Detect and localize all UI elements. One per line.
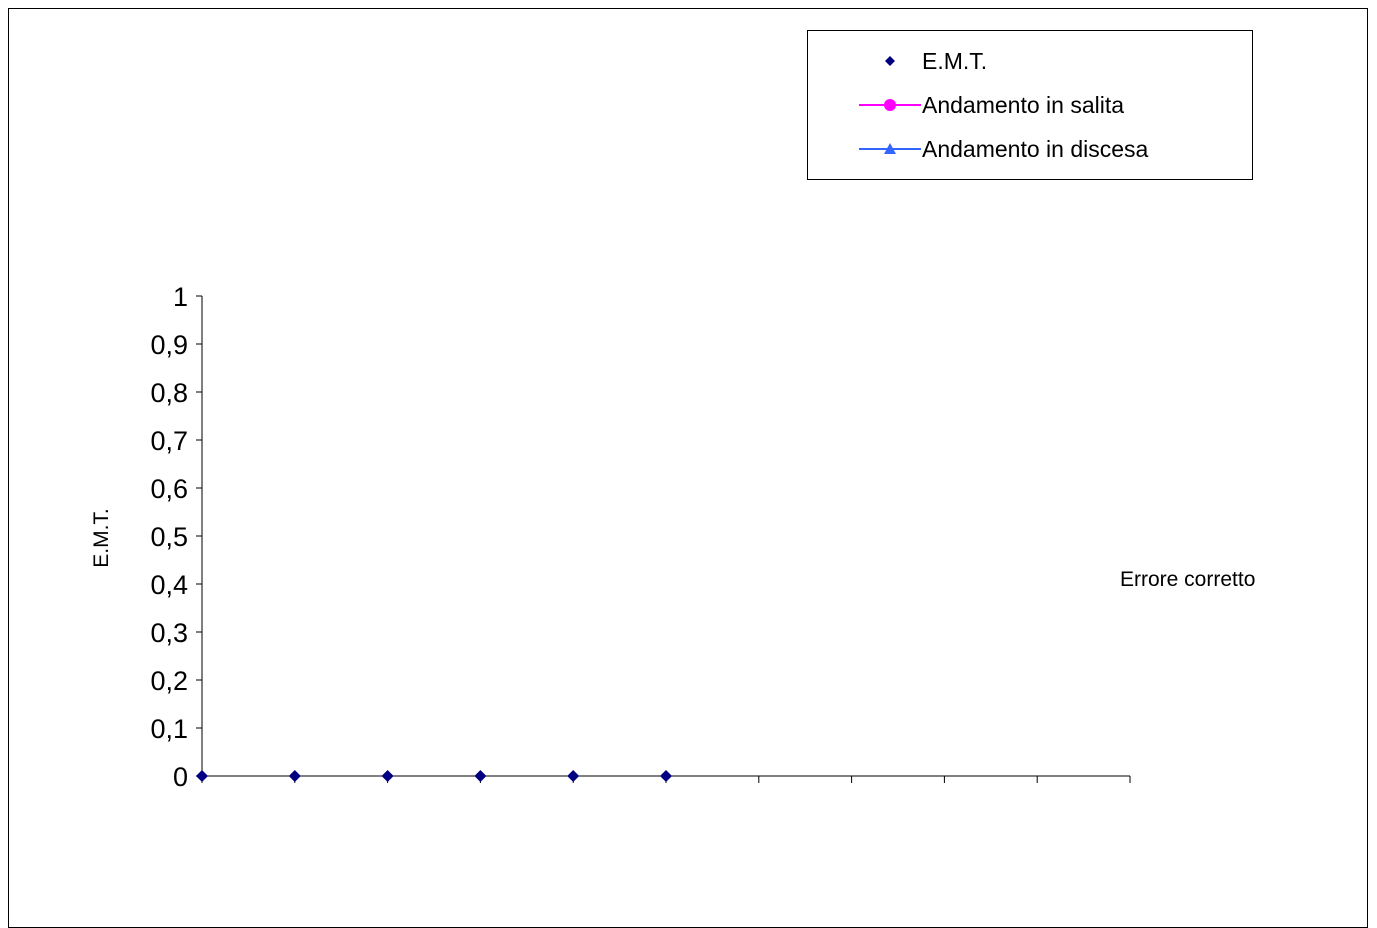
y-tick-label: 0,2 bbox=[150, 666, 188, 696]
circle-marker-line-icon bbox=[859, 99, 921, 111]
triangle-marker-line-icon bbox=[859, 143, 921, 154]
y-tick-label: 0,9 bbox=[150, 330, 188, 360]
legend-item-emt: E.M.T. bbox=[808, 43, 1252, 79]
legend-label-salita: Andamento in salita bbox=[922, 92, 1125, 118]
data-point-diamond bbox=[660, 770, 672, 782]
y-tick-label: 0,1 bbox=[150, 714, 188, 744]
y-tick-label: 0,4 bbox=[150, 570, 188, 600]
data-point-diamond bbox=[288, 770, 301, 782]
diamond-marker-icon bbox=[885, 56, 895, 66]
y-tick-label: 0,3 bbox=[150, 618, 188, 648]
legend-item-salita: Andamento in salita bbox=[808, 87, 1252, 123]
x-axis-title: Errore corretto bbox=[1120, 568, 1256, 591]
y-tick-label: 0,6 bbox=[150, 474, 188, 504]
y-tick-label: 0,7 bbox=[150, 426, 188, 456]
data-point-diamond bbox=[474, 770, 487, 782]
legend-label-emt: E.M.T. bbox=[922, 48, 988, 74]
y-axis-title: E.M.T. bbox=[90, 508, 113, 568]
data-point-diamond bbox=[196, 770, 208, 782]
data-point-diamond bbox=[381, 770, 394, 782]
legend-item-discesa: Andamento in discesa bbox=[808, 131, 1252, 167]
y-tick-label: 0,8 bbox=[150, 378, 188, 408]
legend: E.M.T. Andamento in salita Andamento in … bbox=[807, 30, 1253, 180]
y-tick-label: 0,5 bbox=[150, 522, 188, 552]
legend-label-discesa: Andamento in discesa bbox=[922, 136, 1149, 162]
y-tick-label: 0 bbox=[173, 762, 188, 792]
data-point-diamond bbox=[567, 770, 580, 782]
y-tick-label: 1 bbox=[173, 282, 188, 312]
